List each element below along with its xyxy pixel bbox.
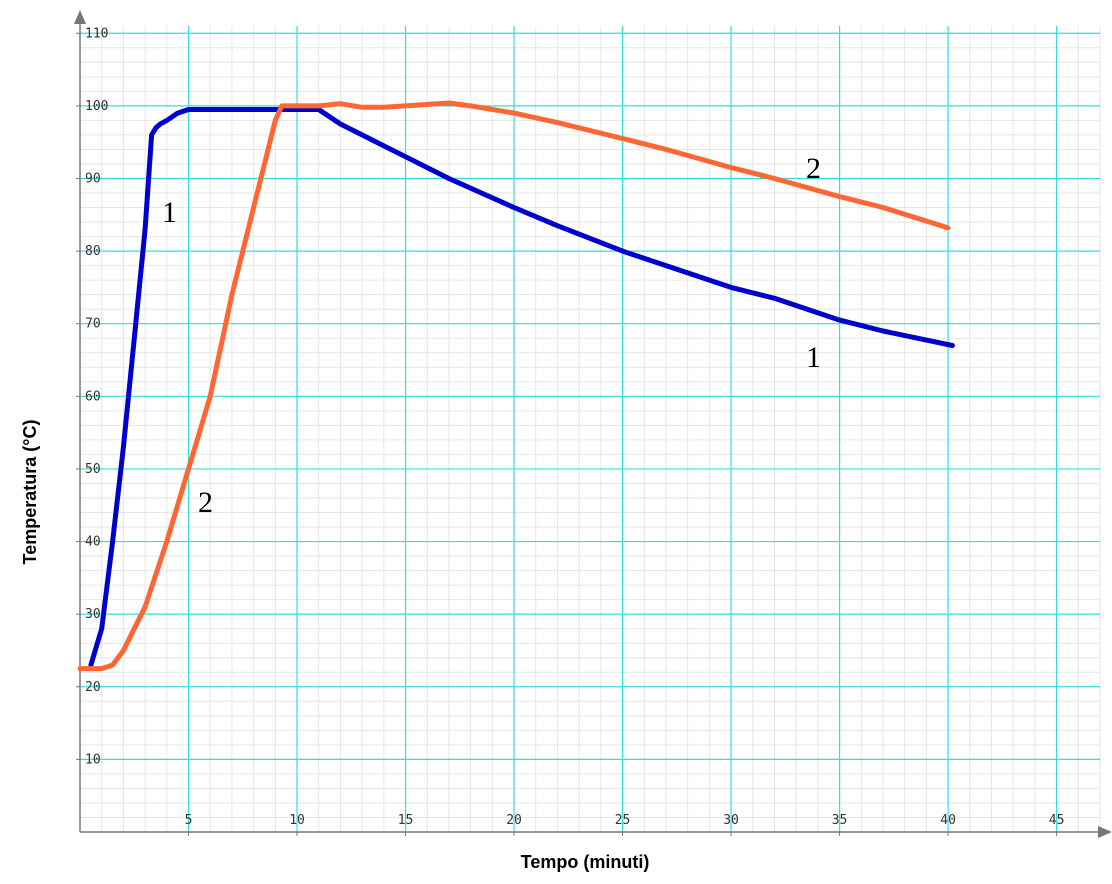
y-tick-label: 40 [85, 535, 101, 550]
tick-labels: 5 10 15 20 25 30 35 40 4510203040506070809010011… [85, 26, 1064, 828]
y-tick-label: 50 [85, 462, 101, 477]
y-tick-label: 110 [85, 26, 108, 41]
x-axis-title: Tempo (minuti) [521, 852, 650, 872]
x-tick-label: 10 [289, 813, 305, 828]
x-tick-label: 30 [723, 813, 739, 828]
y-tick-label: 80 [85, 244, 101, 259]
y-tick-label: 30 [85, 607, 101, 622]
minor-grid [80, 26, 1101, 832]
curve-label-1-left: 1 [162, 196, 177, 229]
axes [74, 10, 1112, 838]
y-tick-label: 100 [85, 99, 108, 114]
y-tick-label: 60 [85, 389, 101, 404]
curve-labels: 1 2 1 2 [162, 152, 821, 519]
x-tick-label: 40 [940, 813, 956, 828]
curve-label-1-right: 1 [806, 341, 821, 374]
x-tick-label: 15 [398, 813, 414, 828]
y-tick-label: 90 [85, 171, 101, 186]
major-grid [76, 26, 1100, 836]
series-1-line [88, 107, 955, 668]
x-tick-label: 20 [506, 813, 522, 828]
curve-label-2-right: 2 [806, 152, 821, 185]
x-tick-label: 25 [615, 813, 631, 828]
y-tick-label: 70 [85, 317, 101, 332]
x-tick-label: 45 [1049, 813, 1065, 828]
y-tick-label: 10 [85, 752, 101, 767]
x-tick-label: 5 [185, 813, 193, 828]
y-axis-arrow [74, 10, 86, 24]
x-axis-arrow [1098, 826, 1112, 838]
series-2-line [77, 100, 951, 672]
x-tick-label: 35 [832, 813, 848, 828]
y-axis-title: Temperatura (°C) [20, 420, 40, 565]
y-tick-label: 20 [85, 680, 101, 695]
series-layer [77, 100, 955, 672]
curve-label-2-left: 2 [198, 486, 213, 519]
